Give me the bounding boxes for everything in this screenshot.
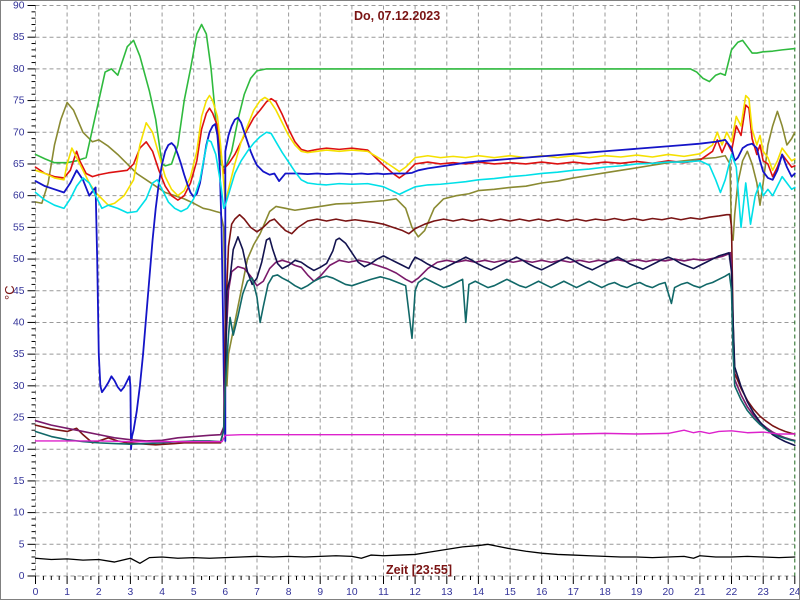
svg-text:8: 8 [286,587,292,598]
svg-text:4: 4 [159,587,165,598]
svg-text:22: 22 [726,587,738,598]
svg-text:55: 55 [13,222,25,233]
svg-text:6: 6 [222,587,228,598]
svg-text:16: 16 [536,587,548,598]
svg-text:10: 10 [346,587,358,598]
svg-text:21: 21 [694,587,706,598]
svg-text:Do, 07.12.2023: Do, 07.12.2023 [354,9,440,23]
svg-text:9: 9 [317,587,323,598]
svg-text:25: 25 [13,413,25,424]
svg-text:10: 10 [13,508,25,519]
svg-text:50: 50 [13,254,25,265]
svg-text:20: 20 [662,587,674,598]
svg-text:0: 0 [19,571,25,582]
svg-text:35: 35 [13,349,25,360]
svg-text:12: 12 [409,587,421,598]
svg-text:5: 5 [191,587,197,598]
svg-text:13: 13 [441,587,453,598]
svg-text:3: 3 [128,587,134,598]
svg-text:75: 75 [13,96,25,107]
svg-text:°C: °C [2,285,17,300]
svg-text:15: 15 [13,476,25,487]
svg-text:85: 85 [13,32,25,43]
svg-text:11: 11 [378,587,389,598]
svg-text:24: 24 [789,587,800,598]
svg-text:80: 80 [13,64,25,75]
svg-text:60: 60 [13,191,25,202]
svg-text:65: 65 [13,159,25,170]
svg-text:90: 90 [13,1,25,12]
svg-text:14: 14 [473,587,485,598]
svg-text:23: 23 [757,587,769,598]
svg-text:2: 2 [96,587,102,598]
svg-text:40: 40 [13,317,25,328]
svg-text:15: 15 [504,587,516,598]
svg-text:20: 20 [13,444,25,455]
svg-text:30: 30 [13,381,25,392]
svg-text:1: 1 [64,587,70,598]
svg-text:Zeit [23:55]: Zeit [23:55] [386,563,452,577]
svg-text:18: 18 [599,587,611,598]
svg-text:0: 0 [33,587,39,598]
svg-text:7: 7 [254,587,260,598]
svg-text:19: 19 [631,587,643,598]
svg-text:17: 17 [568,587,580,598]
svg-text:70: 70 [13,127,25,138]
svg-text:5: 5 [19,539,25,550]
